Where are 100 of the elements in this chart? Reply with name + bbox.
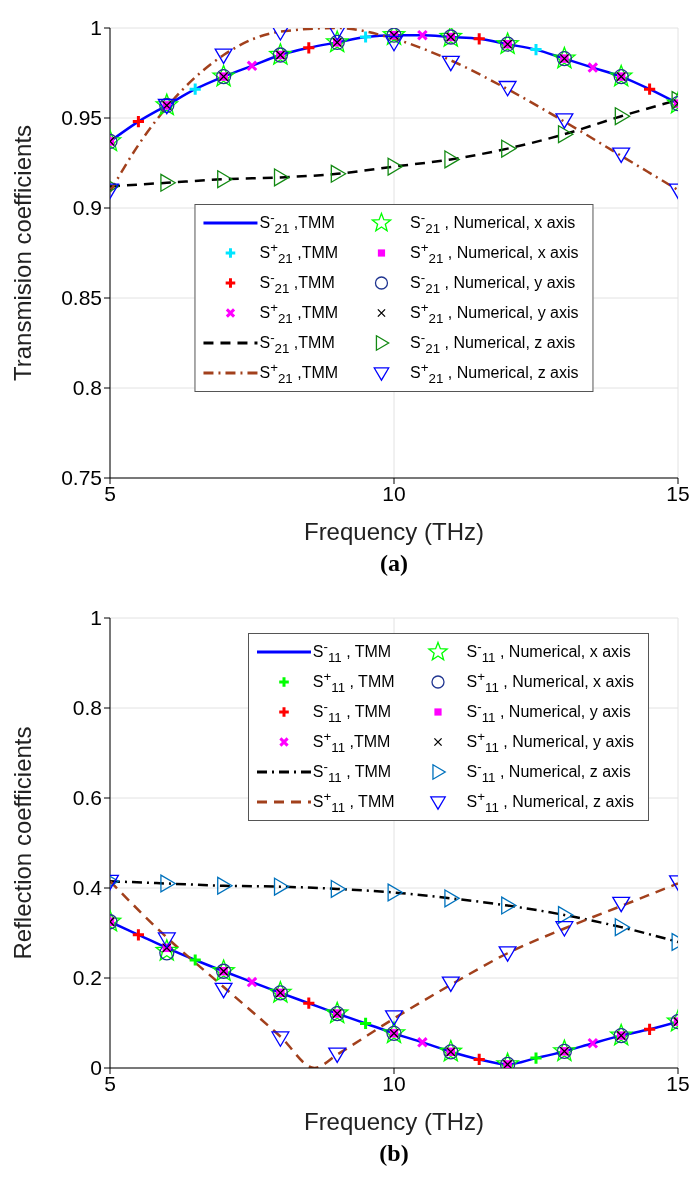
point [557,905,574,925]
point [157,932,176,948]
point [301,996,316,1011]
x-tick-label: 5 [104,1071,116,1095]
point [131,114,146,129]
point [557,125,574,144]
point [528,42,544,57]
point [555,921,574,937]
text: (b) [378,1140,410,1167]
point [155,939,179,961]
point [217,876,233,895]
point [358,29,373,45]
y-tick-label: 0.2 [72,966,102,990]
y-tick-label: 0 [90,1056,102,1080]
point [472,1052,487,1067]
x-axis-title: Frequency (THz) [303,1108,485,1135]
point [160,874,176,893]
legend-label: S$^{+}$$_{21}$ , Numerical, y axis [410,300,579,326]
point [444,889,460,908]
point [501,896,517,915]
point [330,164,347,183]
point [387,883,404,902]
x-tick-label: 10 [382,481,406,505]
point [441,55,460,72]
legend-label: S$^{-}$$_{11}$ , Numerical, x axis [466,639,631,665]
legend-label: S$^{+}$$_{21}$ ,TMM [259,360,339,386]
point [612,147,631,164]
point [498,946,517,962]
legend-label: S$^{+}$$_{11}$ , Numerical, z axis [466,789,634,815]
point [528,1051,544,1066]
point [416,29,429,41]
legend-label: S$^{+}$$_{11}$ , Numerical, x axis [466,669,634,695]
y-axis-title: Transmision coefficients [8,124,36,382]
legend-label: S$^{-}$$_{21}$ , Numerical, z axis [410,330,576,356]
x-tick-label: 5 [104,481,116,505]
point [246,60,258,72]
y-tick-label: 0.75 [61,466,102,490]
point [131,927,146,942]
point [387,157,404,176]
point [498,80,517,97]
y-tick-label: 0.95 [61,106,102,130]
legend-label: S$^{-}$$_{11}$ , TMM [312,639,392,665]
text: (a) [379,550,409,577]
legend-label: S$^{+}$$_{21}$ ,TMM [259,240,339,266]
point [555,113,574,129]
point [188,952,203,968]
legend-label: S$^{-}$$_{21}$ ,TMM [259,210,335,236]
y-tick-label: 0.6 [72,786,102,810]
point [271,1031,290,1047]
point [439,28,463,47]
legend-label: S$^{+}$$_{11}$ , Numerical, y axis [466,729,634,755]
legend-label: S$^{+}$$_{21}$ , Numerical, z axis [410,360,579,386]
y-tick-label: 0.4 [72,876,103,900]
point [472,31,487,46]
y-tick-label: 1 [90,16,102,40]
point [444,150,460,169]
point [188,82,203,97]
point [384,1010,404,1026]
legend-label: S$^{-}$$_{11}$ , Numerical, z axis [466,759,631,785]
legend-label: S$^{-}$$_{11}$ , TMM [312,759,392,785]
legend-label: S$^{-}$$_{11}$ , TMM [312,699,392,725]
legend-label: S$^{-}$$_{21}$ , Numerical, x axis [410,210,576,236]
legend-label: S$^{+}$$_{11}$ ,TMM [312,729,391,755]
legend-label: S$^{+}$$_{11}$ , TMM [312,669,395,695]
point [614,107,631,126]
point [358,1016,373,1031]
legend-label: S$^{-}$$_{21}$ ,TMM [259,330,335,356]
y-tick-label: 1 [90,606,102,630]
y-tick-label: 0.8 [72,696,102,720]
x-tick-label: 15 [666,1071,690,1095]
point [273,168,290,187]
x-tick-label: 15 [666,481,690,505]
point [160,173,176,192]
point [642,1022,657,1037]
point [501,139,517,158]
point [273,877,290,896]
legend-label: S$^{+}$$_{21}$ ,TMM [259,300,339,326]
point [441,976,460,992]
point [330,879,347,898]
legend-label: S$^{+}$$_{21}$ , Numerical, x axis [410,240,579,266]
legend-label: S$^{-}$$_{11}$ , Numerical, y axis [466,699,631,725]
point [246,976,258,988]
point [587,61,599,74]
legend-label: S$^{+}$$_{11}$ , TMM [312,789,395,815]
y-tick-label: 0.8 [72,376,102,400]
point [217,170,233,189]
point [614,918,631,937]
legend-label: S$^{-}$$_{21}$ ,TMM [259,270,335,296]
y-tick-label: 0.85 [61,286,102,310]
x-axis-title: Frequency (THz) [303,518,485,545]
x-tick-label: 10 [382,1071,406,1095]
legend-label: S$^{-}$$_{21}$ , Numerical, y axis [410,270,576,296]
y-tick-label: 0.9 [72,196,102,220]
point [416,1036,429,1049]
point [214,982,233,999]
point [587,1037,599,1049]
point [439,1039,463,1062]
y-axis-title: Reflection coefficients [8,726,36,960]
point [642,82,657,97]
point [612,896,631,913]
